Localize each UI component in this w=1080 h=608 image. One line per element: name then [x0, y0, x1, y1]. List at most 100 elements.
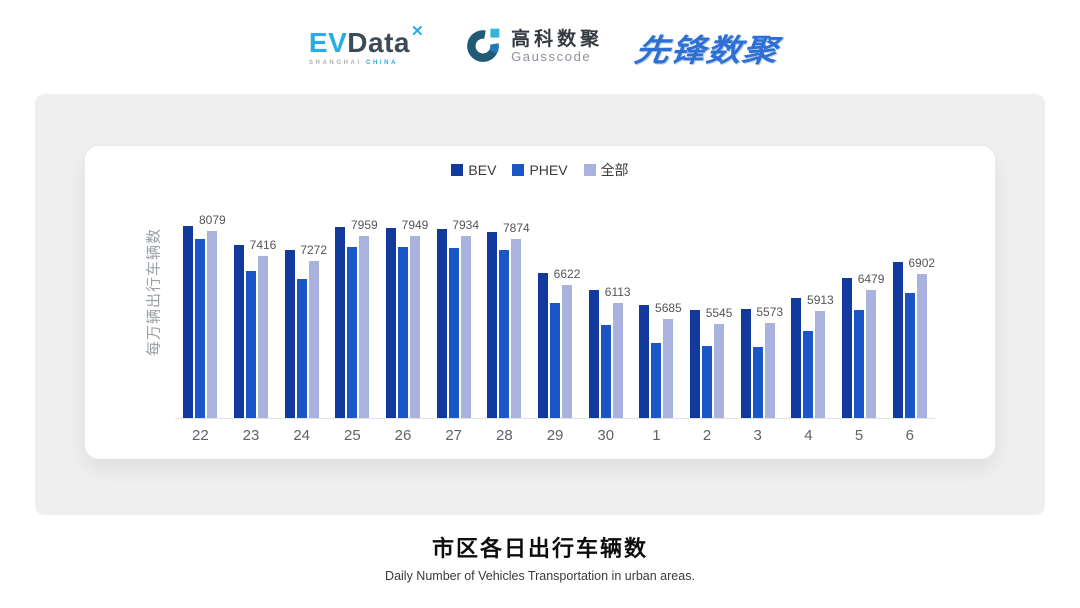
x-axis-tick-label: 25 — [344, 427, 361, 444]
bar-PHEV — [550, 303, 561, 418]
bar-PHEV — [448, 247, 459, 418]
legend-label: 全部 — [600, 162, 629, 178]
bar-PHEV — [246, 271, 256, 418]
bar-group: 7949 26 — [378, 188, 429, 444]
bar-BEV — [487, 231, 498, 418]
bar-group: 8079 22 — [175, 188, 226, 444]
bar-全部 — [663, 319, 674, 418]
bar-全部 — [916, 274, 927, 418]
bar-group: 7934 27 — [428, 188, 479, 444]
legend-label: PHEV — [529, 162, 568, 178]
gausscode-g-icon — [464, 26, 502, 69]
bar-value-label: 6902 — [908, 256, 936, 271]
bar-BEV — [588, 290, 599, 418]
bar-BEV — [183, 225, 194, 418]
x-axis-tick-label: 1 — [652, 427, 661, 444]
bar-value-label: 7272 — [300, 242, 328, 257]
bar-group: 7272 24 — [276, 188, 328, 444]
evdata-ev-text: EV — [308, 26, 348, 58]
plot-area: 8079 22 7416 23 7272 24 7959 25 7949 26 7934 27 7874… — [175, 188, 936, 444]
bar-全部 — [308, 260, 319, 418]
chart-area: 每万辆出行车辆数 8079 22 7416 23 7272 24 7959 25 7949 26 7… — [85, 188, 995, 444]
xianfeng-logo: 先锋数聚 — [632, 32, 781, 68]
x-axis-tick-label: 27 — [445, 427, 463, 444]
bar-BEV — [639, 305, 650, 418]
bar-BEV — [842, 278, 853, 418]
bar-BEV — [386, 227, 397, 418]
evdata-x-mark-icon: ✕ — [410, 22, 425, 40]
bar-BEV — [538, 272, 549, 418]
bar-PHEV — [347, 246, 358, 418]
x-axis-tick-label: 4 — [804, 427, 813, 444]
bar-group: 6622 29 — [530, 188, 581, 444]
bar-value-label: 5913 — [807, 292, 834, 307]
evdata-logo: EV Data ✕ SHANGHAI CHINA — [308, 24, 424, 66]
chart-panel: BEV PHEV 全部 每万辆出行车辆数 8079 22 7416 23 7272 24 795… — [35, 94, 1045, 515]
bar-全部 — [511, 238, 522, 418]
bar-全部 — [410, 235, 421, 418]
x-axis-tick-label: 29 — [546, 427, 564, 444]
gausscode-logo: 高科数聚 Gausscode — [464, 26, 603, 69]
bar-value-label: 6113 — [604, 285, 631, 300]
bar-value-label: 7949 — [401, 217, 429, 232]
bar-PHEV — [702, 346, 713, 418]
bar-BEV — [740, 309, 751, 418]
bar-BEV — [690, 310, 701, 418]
bar-BEV — [892, 262, 903, 418]
legend-swatch-icon — [583, 164, 596, 176]
bar-value-label: 6622 — [553, 266, 581, 281]
bar-group: 7874 28 — [479, 188, 530, 444]
x-axis-tick-label: 5 — [854, 427, 864, 444]
x-axis-tick-label: 28 — [496, 427, 513, 444]
evdata-shanghai-text: SHANGHAI — [308, 59, 362, 66]
bar-value-label: 7959 — [350, 217, 378, 232]
legend-item-BEV[interactable]: BEV — [451, 160, 496, 180]
gausscode-wordmark: 高科数聚 Gausscode — [511, 29, 603, 66]
bar-value-label: 5573 — [756, 305, 784, 320]
legend-item-全部[interactable]: 全部 — [583, 160, 629, 180]
bar-PHEV — [803, 331, 814, 418]
bar-group: 6113 30 — [580, 188, 631, 444]
bar-value-label: 7874 — [503, 220, 530, 235]
bar-group: 6902 6 — [884, 188, 936, 444]
y-axis-label: 每万辆出行车辆数 — [145, 227, 163, 356]
x-axis-tick-label: 22 — [191, 427, 209, 444]
gausscode-cn-text: 高科数聚 — [511, 28, 604, 50]
x-axis-tick-label: 24 — [293, 427, 311, 444]
bar-PHEV — [752, 346, 763, 418]
evdata-china-text: CHINA — [366, 59, 399, 66]
legend-swatch-icon — [451, 164, 464, 176]
bar-全部 — [460, 236, 471, 418]
x-axis-tick-label: 2 — [702, 427, 712, 444]
bar-BEV — [284, 250, 295, 418]
legend-item-PHEV[interactable]: PHEV — [512, 160, 568, 180]
legend-swatch-icon — [512, 164, 525, 176]
bar-value-label: 8079 — [198, 213, 226, 228]
bar-PHEV — [195, 238, 206, 418]
bar-BEV — [791, 298, 802, 418]
x-axis-tick-label: 3 — [753, 427, 762, 444]
bar-PHEV — [854, 309, 865, 418]
bar-PHEV — [296, 278, 307, 418]
footer: 市区各日出行车辆数 Daily Number of Vehicles Trans… — [0, 531, 1080, 583]
bar-value-label: 6479 — [857, 272, 885, 286]
bar-PHEV — [651, 342, 662, 418]
bar-全部 — [764, 323, 775, 418]
header: EV Data ✕ SHANGHAI CHINA 高科数聚 Gausscode 先锋… — [0, 0, 1080, 94]
bar-value-label: 5685 — [655, 301, 682, 316]
bar-PHEV — [600, 325, 611, 418]
evdata-wordmark: EV Data ✕ — [308, 24, 424, 58]
bar-group: 5685 1 — [631, 188, 682, 444]
evdata-data-text: Data — [347, 26, 410, 58]
legend-label: BEV — [468, 162, 497, 178]
bar-group: 5545 2 — [682, 188, 732, 444]
bar-value-label: 7416 — [249, 237, 277, 252]
bar-BEV — [436, 228, 447, 418]
bar-group: 7416 23 — [226, 188, 277, 444]
evdata-subtitle: SHANGHAI CHINA — [309, 60, 424, 66]
chart-subtitle: Daily Number of Vehicles Transportation … — [385, 569, 695, 583]
x-axis-tick-label: 6 — [905, 427, 914, 444]
bar-全部 — [562, 284, 573, 418]
x-axis-tick-label: 26 — [394, 427, 412, 444]
bar-group: 5913 4 — [783, 188, 834, 444]
